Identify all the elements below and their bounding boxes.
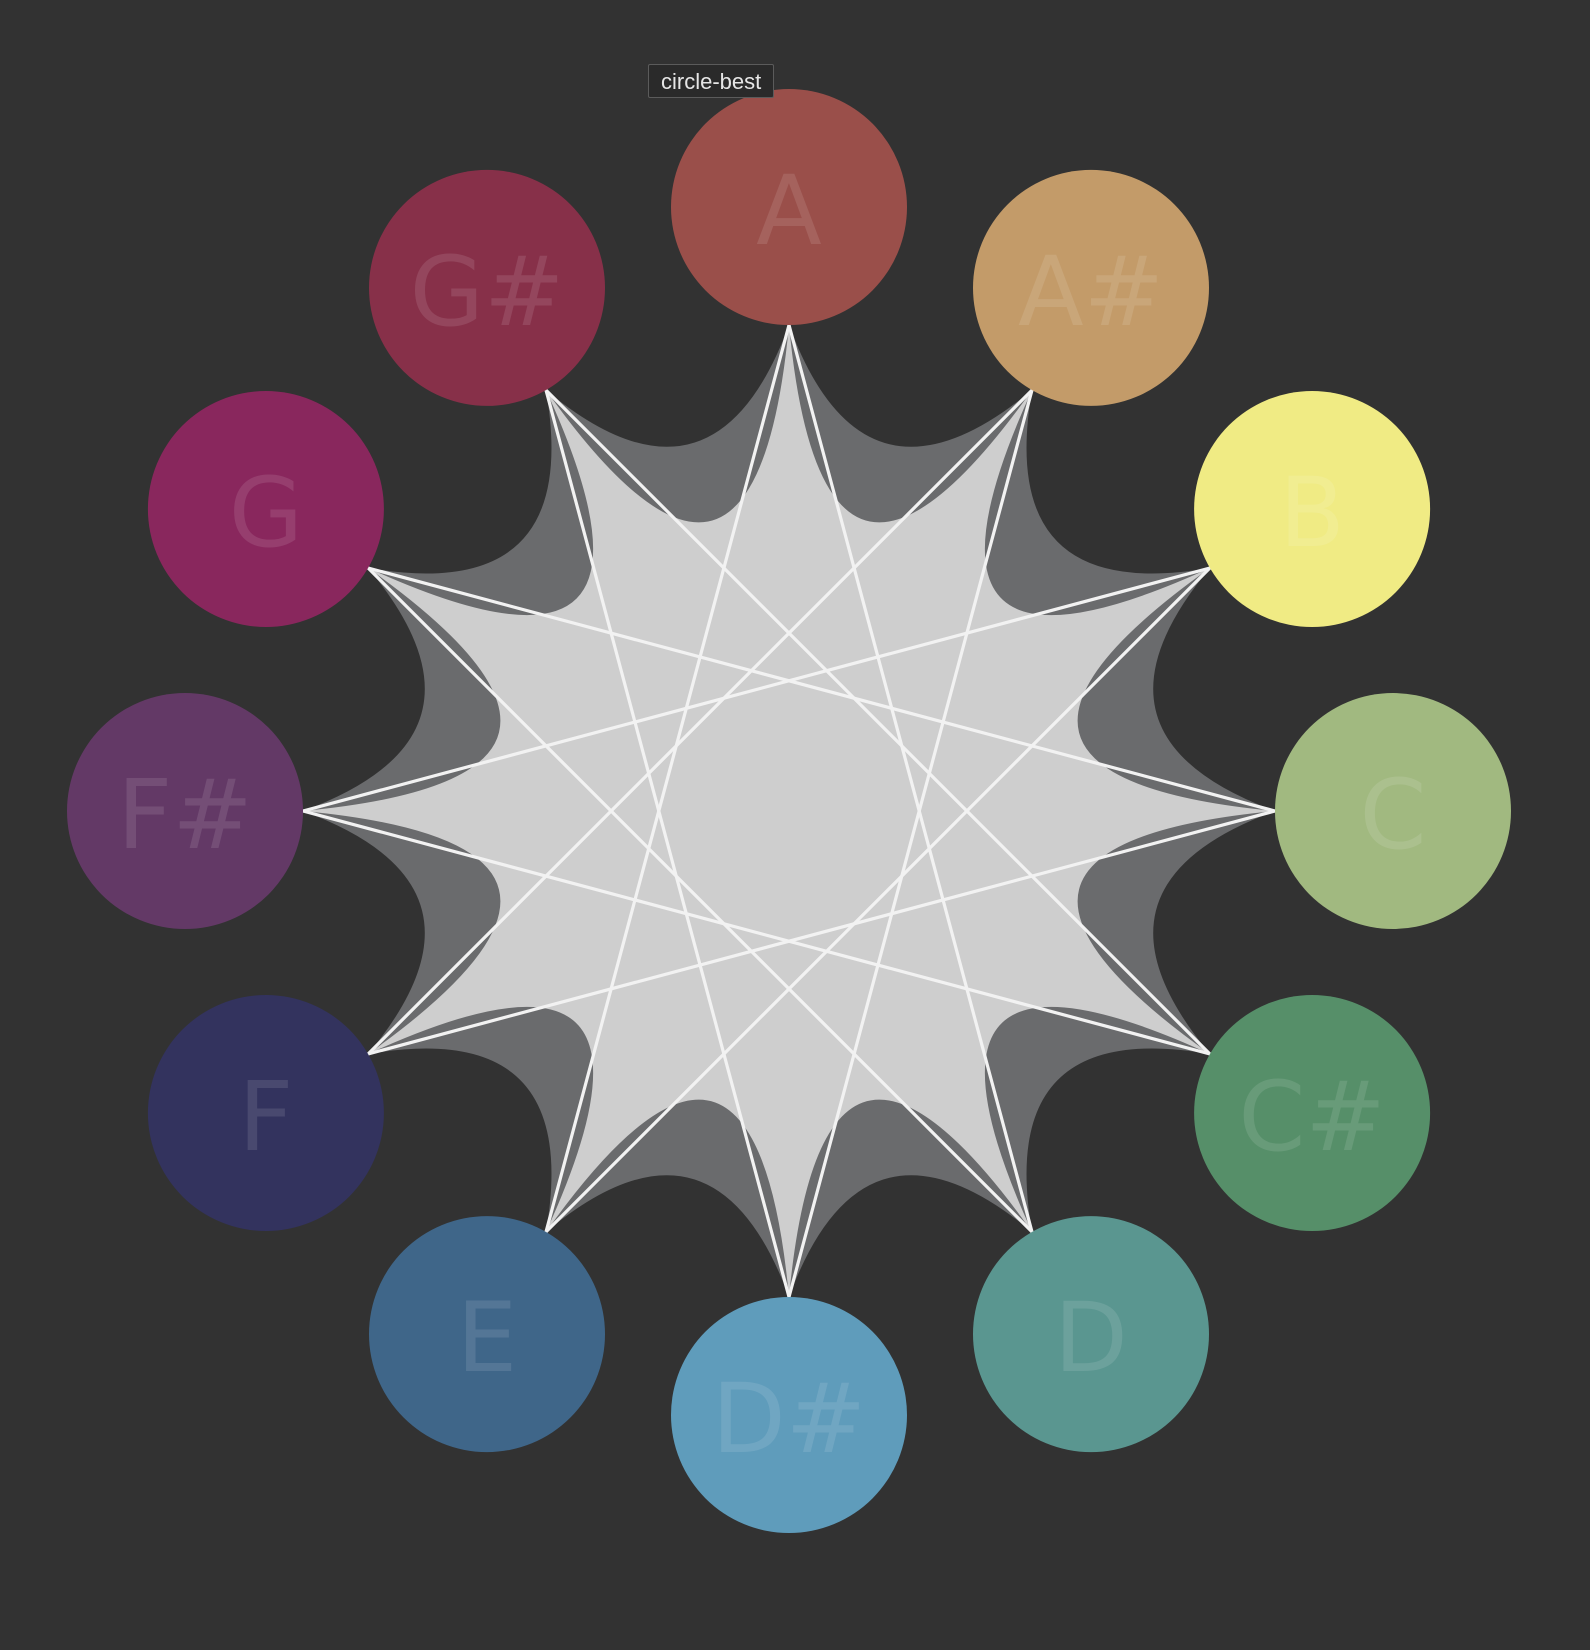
note-node-B[interactable]: B bbox=[1194, 391, 1431, 627]
edge-line-B-F# bbox=[301, 566, 1212, 813]
edge-line-A#-D# bbox=[787, 388, 1034, 1299]
edge-line-C-G bbox=[366, 566, 1277, 813]
note-node-A[interactable]: A bbox=[671, 89, 907, 325]
connection-line-layer bbox=[301, 323, 1277, 1299]
edge-line-C#-G# bbox=[544, 388, 1212, 1056]
edge-line-B-E bbox=[544, 566, 1212, 1234]
note-circle-G-sharp[interactable] bbox=[369, 169, 605, 406]
note-circle-G[interactable] bbox=[147, 391, 384, 627]
note-circle-C-sharp[interactable] bbox=[1194, 995, 1431, 1231]
note-circle-C[interactable] bbox=[1275, 693, 1511, 929]
note-node-E[interactable]: E bbox=[369, 1216, 605, 1453]
note-node-F-sharp[interactable]: F# bbox=[67, 693, 303, 929]
edge-line-A-D bbox=[787, 323, 1034, 1234]
note-circle-D[interactable] bbox=[973, 1216, 1209, 1453]
note-circle-B[interactable] bbox=[1194, 391, 1431, 627]
note-node-F[interactable]: F bbox=[147, 995, 384, 1231]
edge-line-A#-F bbox=[366, 388, 1034, 1056]
note-node-D-sharp[interactable]: D# bbox=[671, 1297, 907, 1533]
edge-line-A-E bbox=[544, 323, 791, 1234]
note-node-D[interactable]: D bbox=[973, 1216, 1209, 1453]
note-node-C-sharp[interactable]: C# bbox=[1194, 995, 1431, 1231]
note-node-C[interactable]: C bbox=[1275, 693, 1511, 929]
note-node-A-sharp[interactable]: A# bbox=[973, 169, 1209, 406]
inner-membrane-fill bbox=[303, 325, 1275, 1297]
note-circle-F[interactable] bbox=[147, 995, 384, 1231]
note-circle-A-sharp[interactable] bbox=[973, 169, 1209, 406]
note-circle-E[interactable] bbox=[369, 1216, 605, 1453]
note-node-G[interactable]: G bbox=[147, 391, 384, 627]
edge-line-C#-F# bbox=[301, 809, 1212, 1056]
edge-line-C-F bbox=[366, 809, 1277, 1056]
note-node-G-sharp[interactable]: G# bbox=[369, 169, 605, 406]
note-circle-F-sharp[interactable] bbox=[67, 693, 303, 929]
hover-tooltip: circle-best bbox=[648, 64, 775, 98]
edge-line-D#-G# bbox=[544, 388, 791, 1299]
note-circle-D-sharp[interactable] bbox=[671, 1297, 907, 1533]
connection-fill-layer bbox=[303, 325, 1275, 1297]
note-circle-A[interactable] bbox=[671, 89, 907, 325]
edge-line-D-G bbox=[366, 566, 1034, 1234]
